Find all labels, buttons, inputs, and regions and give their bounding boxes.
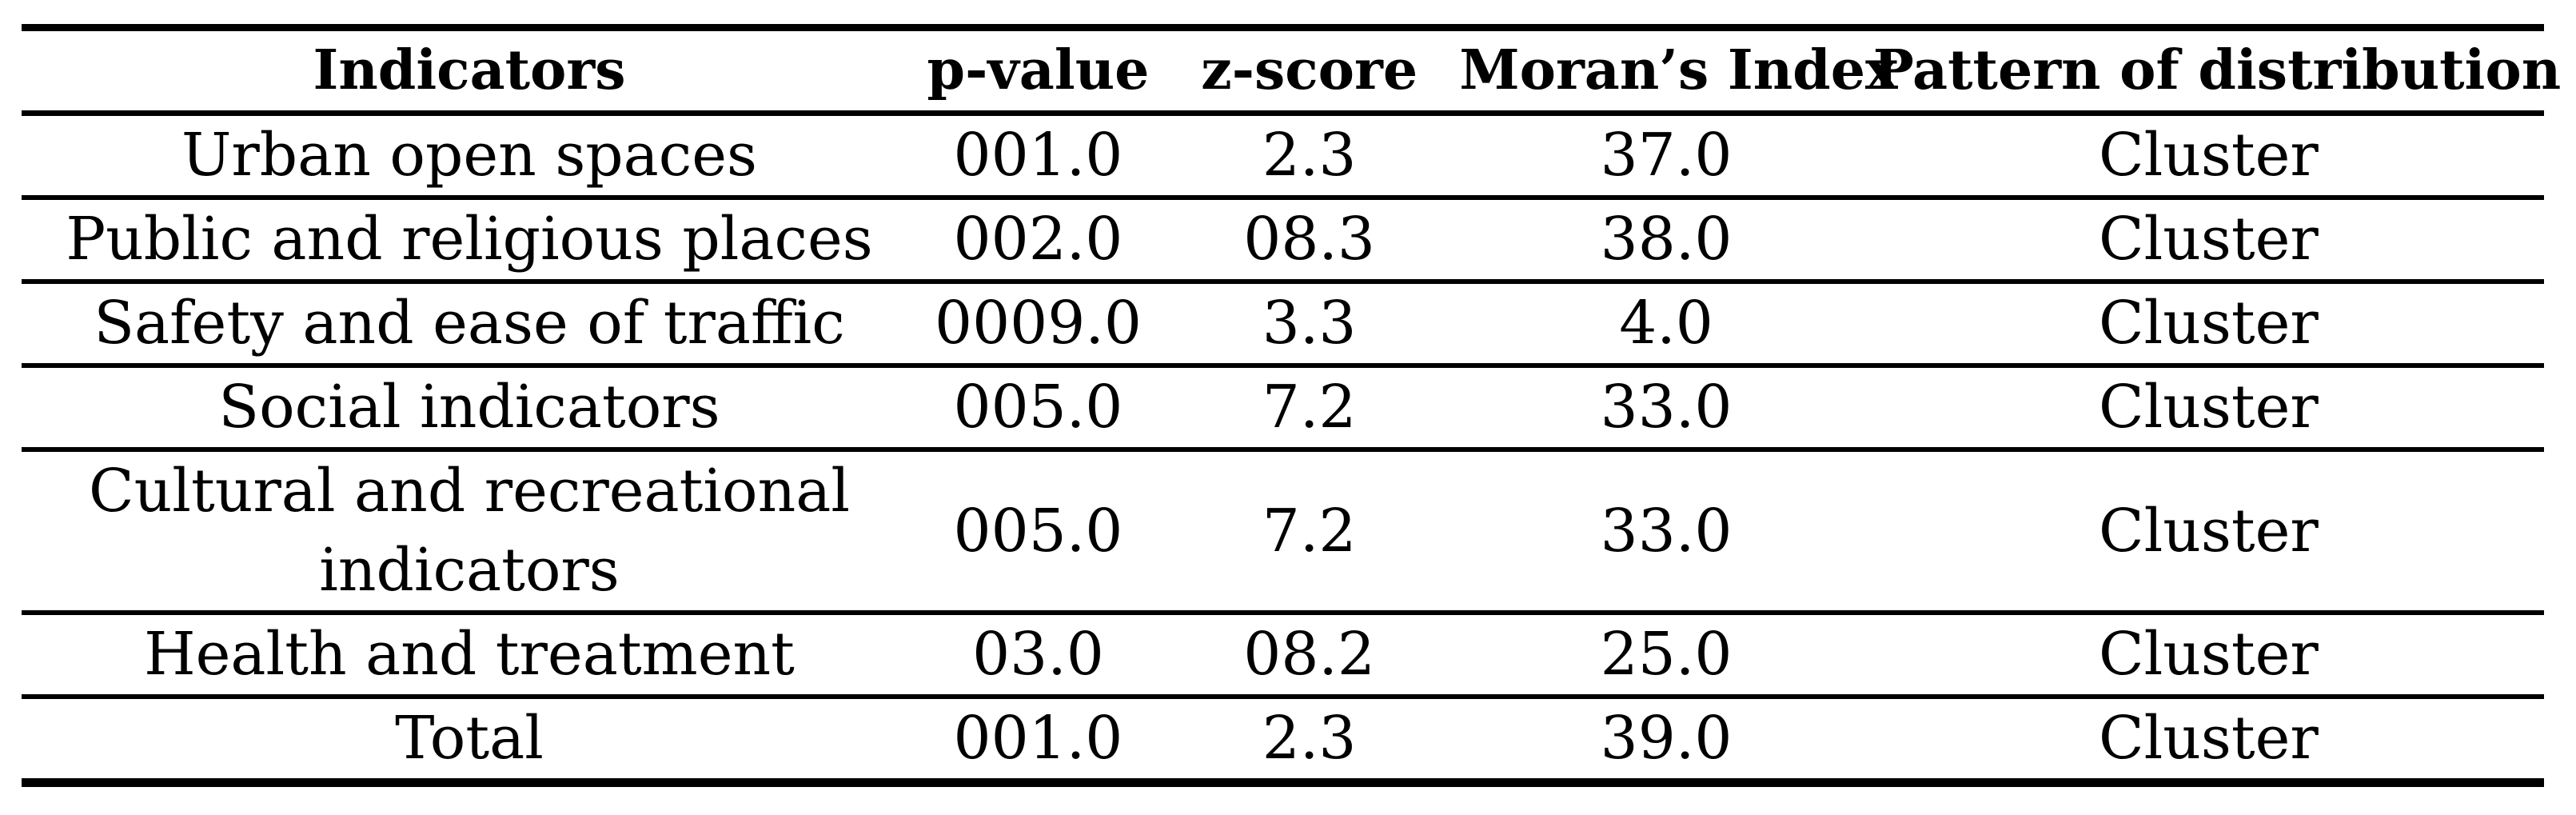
cell-indicator: Safety and ease of traffic xyxy=(22,282,918,368)
cell-indicator: Health and treatment xyxy=(22,613,918,699)
cell-morans-index: 4.0 xyxy=(1459,282,1873,368)
cell-p-value: 0009.0 xyxy=(917,282,1159,368)
cell-z-score: 2.3 xyxy=(1158,113,1460,200)
cell-p-value: 001.0 xyxy=(953,704,1123,773)
cell-indicator: Social indicators xyxy=(22,366,918,452)
cell-morans-index: 33.0 xyxy=(1459,366,1873,452)
cell-indicator: Public and religious places xyxy=(22,198,918,284)
table-body: Urban open spaces 001.0 2.3 37.0 Cluster Publ… xyxy=(22,113,2544,783)
cell-morans-index: 38.0 xyxy=(1459,198,1873,284)
cell-indicator: Urban open spaces xyxy=(22,113,918,200)
cell-morans-index: 37.0 xyxy=(1459,113,1873,200)
table-row: Health and treatment 03.0 08.2 25.0 Cluster xyxy=(22,613,2544,699)
column-header-indicators: Indicators xyxy=(22,27,918,116)
cell-p-value: 005.0 xyxy=(917,449,1159,615)
cell-z-score: 2.3 xyxy=(1262,704,1357,773)
cell-p-value: 002.0 xyxy=(917,198,1159,284)
column-header-z-score: z-score xyxy=(1158,27,1460,116)
cell-pattern: Cluster xyxy=(1872,366,2544,452)
cell-pattern: Cluster xyxy=(2098,704,2319,773)
cell-pattern: Cluster xyxy=(1872,613,2544,699)
cell-pattern: Cluster xyxy=(1872,282,2544,368)
table-row: Social indicators 005.0 7.2 33.0 Cluster xyxy=(22,366,2544,452)
column-header-pattern-of-distribution: Pattern of distribution xyxy=(1872,27,2561,116)
table-row: Total 001.0 2.3 39.0 Cluster xyxy=(22,697,2544,783)
cell-morans-index: 25.0 xyxy=(1459,613,1873,699)
cell-indicator: Cultural and recreational indicators xyxy=(22,449,918,615)
cell-p-value: 001.0 xyxy=(917,113,1159,200)
cell-indicator: Total xyxy=(395,704,544,773)
cell-p-value: 03.0 xyxy=(917,613,1159,699)
header-row: Indicators p-value z-score Moran’s Index… xyxy=(22,27,2561,116)
table-row: Cultural and recreational indicators 005.… xyxy=(22,449,2544,615)
table-row: Public and religious places 002.0 08.3 38.0… xyxy=(22,198,2544,284)
cell-pattern: Cluster xyxy=(1872,113,2544,200)
table-row: Urban open spaces 001.0 2.3 37.0 Cluster xyxy=(22,113,2544,200)
cell-p-value: 005.0 xyxy=(917,366,1159,452)
cell-z-score: 08.3 xyxy=(1158,198,1460,284)
cell-pattern: Cluster xyxy=(1872,198,2544,284)
column-header-morans-index: Moran’s Index xyxy=(1459,27,1898,116)
cell-morans-index: 39.0 xyxy=(1600,704,1733,773)
column-header-p-value: p-value xyxy=(917,27,1159,116)
cell-z-score: 3.3 xyxy=(1158,282,1460,368)
morans-index-table: Indicators p-value z-score Moran’s Index… xyxy=(22,24,2561,787)
cell-z-score: 08.2 xyxy=(1158,613,1460,699)
cell-z-score: 7.2 xyxy=(1158,366,1460,452)
cell-z-score: 7.2 xyxy=(1158,449,1460,615)
cell-morans-index: 33.0 xyxy=(1459,449,1873,615)
table-row: Safety and ease of traffic 0009.0 3.3 4.0 Cl… xyxy=(22,282,2544,368)
cell-pattern: Cluster xyxy=(1872,449,2544,615)
